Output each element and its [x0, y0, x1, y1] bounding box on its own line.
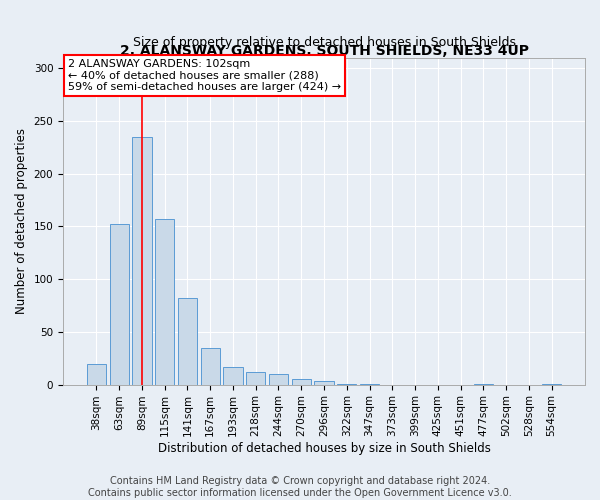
Bar — [314, 382, 334, 384]
X-axis label: Distribution of detached houses by size in South Shields: Distribution of detached houses by size … — [158, 442, 490, 455]
Bar — [110, 224, 129, 384]
Text: Size of property relative to detached houses in South Shields: Size of property relative to detached ho… — [133, 36, 515, 50]
Bar — [178, 298, 197, 384]
Bar — [292, 380, 311, 384]
Y-axis label: Number of detached properties: Number of detached properties — [15, 128, 28, 314]
Text: 2 ALANSWAY GARDENS: 102sqm
← 40% of detached houses are smaller (288)
59% of sem: 2 ALANSWAY GARDENS: 102sqm ← 40% of deta… — [68, 60, 341, 92]
Bar — [132, 136, 152, 384]
Bar — [246, 372, 265, 384]
Text: Contains HM Land Registry data © Crown copyright and database right 2024.
Contai: Contains HM Land Registry data © Crown c… — [88, 476, 512, 498]
Bar — [269, 374, 288, 384]
Bar — [223, 366, 242, 384]
Bar — [155, 219, 175, 384]
Bar — [200, 348, 220, 385]
Title: 2, ALANSWAY GARDENS, SOUTH SHIELDS, NE33 4UP: 2, ALANSWAY GARDENS, SOUTH SHIELDS, NE33… — [119, 44, 529, 58]
Bar — [87, 364, 106, 384]
